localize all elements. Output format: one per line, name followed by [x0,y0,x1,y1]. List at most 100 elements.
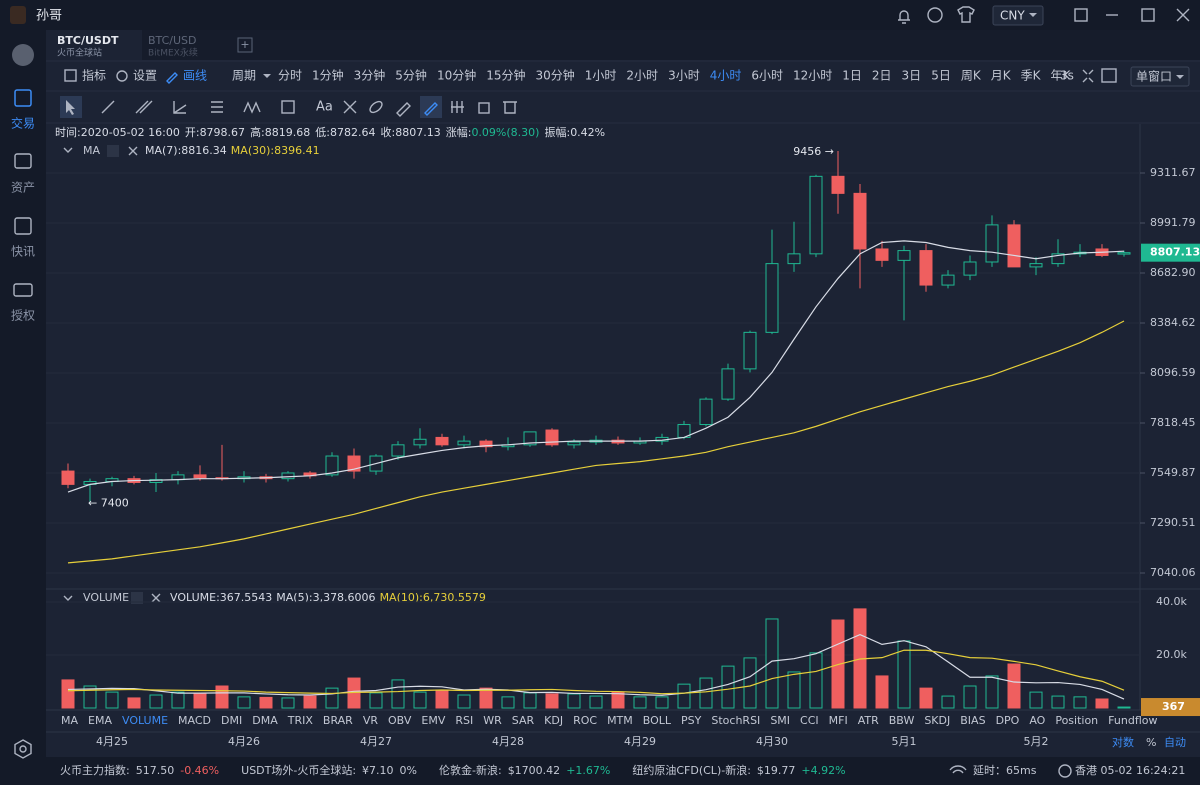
period-button[interactable]: 1小时 [585,69,617,83]
collapse[interactable] [63,595,73,601]
indicator-tab[interactable]: AO [1029,714,1045,727]
indicator-tab[interactable]: BOLL [643,714,672,727]
add-tab[interactable] [237,37,253,53]
link-tool[interactable] [368,99,384,114]
axis-option[interactable]: 自动 [1164,736,1186,749]
indicator-tab[interactable]: BRAR [323,714,353,727]
ruler-tool[interactable] [396,102,411,117]
indicator-tab[interactable]: Fundflow [1108,714,1157,727]
tab-pair[interactable]: BTC/USD [148,34,197,47]
indicator-tab[interactable]: StochRSI [711,714,760,727]
period-button[interactable]: 6小时 [751,69,783,83]
window-select[interactable] [1130,66,1190,87]
wave-tool[interactable] [243,101,261,114]
indicator-tab[interactable]: DMA [252,714,278,727]
period-button[interactable]: 3小时 [668,69,700,83]
legend-settings[interactable] [107,145,119,157]
nav-label[interactable]: 快讯 [11,245,35,259]
period-button[interactable]: 年K [1050,69,1071,83]
indicator-tab[interactable]: MACD [178,714,211,727]
cursor-tool[interactable] [66,100,75,115]
indicator-tab[interactable]: VOLUME [122,714,168,727]
indicator-tab[interactable]: TRIX [287,714,314,727]
draw-icon[interactable] [166,72,178,84]
fullscreen-icon[interactable] [1082,69,1094,83]
indicator-tab[interactable]: PSY [681,714,702,727]
period-button[interactable]: 分时 [278,69,302,83]
bell-icon[interactable] [898,10,910,24]
indicator-tab[interactable]: ROC [573,714,597,727]
toolbar-button[interactable]: 设置 [133,69,157,83]
active-tab[interactable] [46,30,142,60]
text-tool[interactable]: Aa [316,100,333,115]
nav-label[interactable]: 授权 [11,308,35,323]
skin-icon[interactable] [957,6,975,23]
shape-tool[interactable] [281,100,295,114]
indicator-tab[interactable]: ATR [858,714,879,727]
period-button[interactable]: 3分钟 [354,68,386,83]
toolbar-button[interactable]: 指标 [82,68,106,83]
period-button[interactable]: 月K [991,69,1012,83]
axis-option[interactable]: % [1146,736,1156,749]
indicator-tab[interactable]: SAR [512,714,535,727]
indicator-tab[interactable]: Position [1055,714,1098,727]
toolbar-button[interactable]: 画线 [183,69,207,83]
indicator-tab[interactable]: EMV [421,714,445,727]
period-button[interactable]: 12小时 [793,69,832,83]
collapse[interactable] [63,147,73,153]
indicator-tab[interactable]: KDJ [544,714,563,727]
period-button[interactable]: 15分钟 [486,68,525,83]
period-button[interactable]: 季K [1021,69,1042,83]
period-button[interactable]: 10分钟 [437,68,476,83]
window-icon[interactable] [1074,8,1088,22]
legend-settings[interactable] [131,592,143,604]
auth-icon[interactable] [13,283,33,297]
nav-label[interactable]: 交易 [11,116,35,131]
line-tool[interactable] [101,100,115,114]
refresh-rate[interactable]: 3s [1060,69,1074,83]
keep-draw-tool[interactable] [424,102,438,116]
nav-label[interactable]: 资产 [11,181,35,195]
indicator-tab[interactable]: BIAS [960,714,985,727]
period-button[interactable]: 5分钟 [395,68,427,83]
settings-icon[interactable] [14,739,32,759]
indicator-tab[interactable]: WR [483,714,502,727]
window-mode-icon[interactable] [1101,68,1117,83]
logo[interactable] [12,44,34,66]
currency-select[interactable] [992,5,1044,26]
close[interactable] [1176,8,1190,22]
indicator-tab[interactable]: SKDJ [924,714,950,727]
legend-close[interactable] [151,593,161,603]
legend-close[interactable] [128,146,138,156]
indicator-tab[interactable]: MA [61,714,78,727]
window-mode[interactable]: 单窗口 [1136,70,1172,84]
period-button[interactable]: 周K [961,69,982,83]
period-button[interactable]: 5日 [931,69,951,83]
fib-tool[interactable] [211,101,223,113]
period-button[interactable]: 2日 [872,69,892,83]
period-button[interactable]: 1日 [842,69,862,83]
candles-tool[interactable] [451,101,464,113]
indicator-tab[interactable]: CCI [800,714,819,727]
indicator-tab[interactable]: SMI [770,714,790,727]
indicator-tab[interactable]: BBW [889,714,915,727]
currency[interactable]: CNY [1000,9,1025,23]
trade-icon[interactable] [14,89,32,107]
avatar[interactable] [10,6,26,24]
indicator-tab[interactable]: MFI [829,714,848,727]
indicator-icon[interactable] [64,69,77,82]
search-icon[interactable] [927,7,943,23]
news-icon[interactable] [14,217,32,235]
indicator-tab[interactable]: RSI [455,714,473,727]
indicator-tab[interactable]: EMA [88,714,112,727]
settings-icon[interactable] [116,70,128,82]
period-button[interactable]: 3日 [902,69,922,83]
angle-tool[interactable] [173,101,187,114]
maximize[interactable] [1141,8,1155,22]
indicator-tab[interactable]: VR [363,714,379,727]
indicator-tab[interactable]: MTM [607,714,633,727]
parallel-tool[interactable] [135,100,153,114]
period-button[interactable]: 1分钟 [312,68,344,83]
indicator-tab[interactable]: DMI [221,714,242,727]
period-label[interactable]: 周期 [232,69,256,83]
